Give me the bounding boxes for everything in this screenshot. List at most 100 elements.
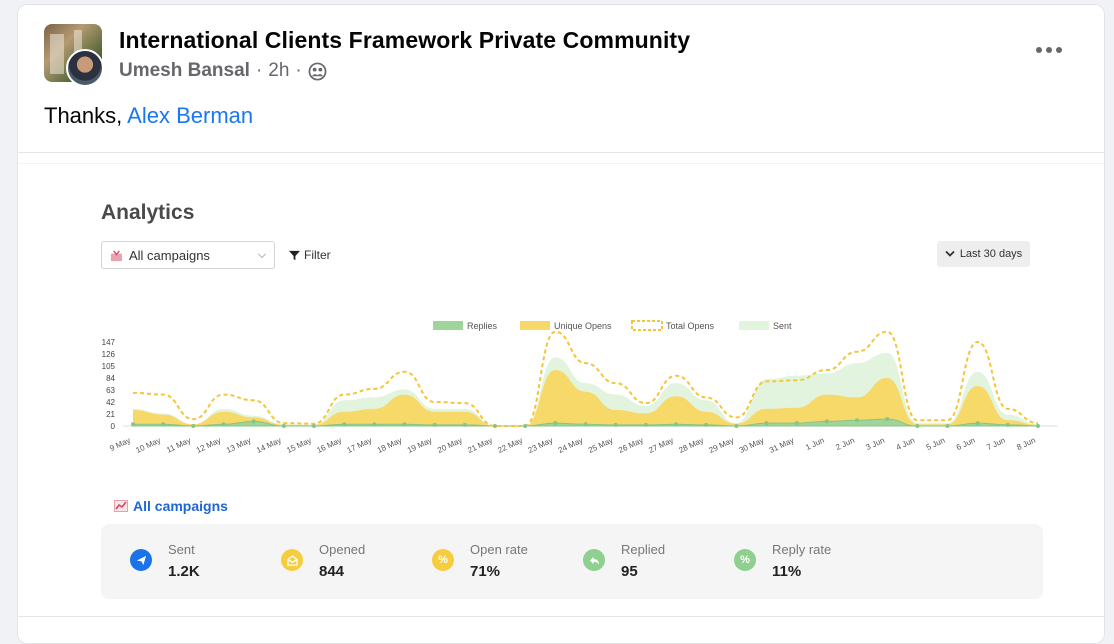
x-tick-label: 3 Jun xyxy=(864,436,886,452)
stat-label: Replied xyxy=(621,542,666,557)
dot-icon xyxy=(1056,47,1062,53)
mention-link[interactable]: Alex Berman xyxy=(127,103,254,128)
campaign-dropdown[interactable]: All campaigns xyxy=(101,241,275,269)
stat-label: Opened xyxy=(319,542,366,557)
legend-label: Sent xyxy=(773,321,792,331)
x-tick-label: 23 May xyxy=(527,436,555,455)
data-point xyxy=(1036,424,1040,428)
data-point xyxy=(462,422,467,427)
date-range-label: Last 30 days xyxy=(959,248,1023,260)
data-point xyxy=(855,418,859,423)
y-tick-label: 126 xyxy=(102,350,116,359)
stat-open-rate: % Open rate 71% xyxy=(432,542,528,580)
y-tick-label: 63 xyxy=(106,386,115,395)
data-point xyxy=(432,422,437,427)
legend-swatch xyxy=(520,321,550,330)
filter-button[interactable]: Filter xyxy=(289,248,331,262)
x-tick-label: 18 May xyxy=(376,436,404,455)
date-range-button[interactable]: Last 30 days xyxy=(937,241,1030,267)
stat-value: 844 xyxy=(319,563,345,580)
chart-trend-icon xyxy=(114,500,128,512)
more-options-button[interactable] xyxy=(1036,43,1066,57)
data-point xyxy=(402,422,407,427)
dot-icon xyxy=(1046,47,1052,53)
legend-swatch xyxy=(739,321,769,330)
dot-icon xyxy=(1036,47,1042,53)
data-point xyxy=(251,419,256,424)
x-tick-label: 14 May xyxy=(255,436,283,455)
group-photo-detail xyxy=(50,34,64,74)
stat-label: Sent xyxy=(168,542,195,557)
data-point xyxy=(975,421,980,426)
data-point xyxy=(493,424,497,428)
legend-label: Unique Opens xyxy=(554,321,612,331)
data-point xyxy=(824,419,829,424)
x-tick-label: 26 May xyxy=(617,436,645,455)
x-tick-label: 1 Jun xyxy=(804,436,826,452)
data-point xyxy=(734,424,739,428)
x-tick-label: 15 May xyxy=(285,436,313,455)
x-tick-label: 6 Jun xyxy=(955,436,977,452)
data-point xyxy=(312,424,316,428)
paper-plane-icon xyxy=(130,549,152,571)
legend-swatch xyxy=(433,321,463,330)
data-point xyxy=(643,422,648,427)
stat-label: Reply rate xyxy=(772,542,832,557)
x-tick-label: 4 Jun xyxy=(895,436,917,452)
y-tick-label: 21 xyxy=(106,410,115,419)
data-point xyxy=(221,422,226,427)
x-tick-label: 8 Jun xyxy=(1015,436,1037,452)
analytics-title: Analytics xyxy=(101,201,195,224)
post-time[interactable]: 2h xyxy=(268,60,290,81)
x-tick-label: 13 May xyxy=(225,436,253,455)
data-point xyxy=(342,422,347,427)
data-point xyxy=(704,422,709,427)
all-campaigns-link[interactable]: All campaigns xyxy=(114,498,228,514)
post-card: International Clients Framework Private … xyxy=(17,4,1105,644)
x-tick-label: 10 May xyxy=(134,436,162,455)
analytics-chart: Replies Unique Opens Total Opens Sent 0 21 42 6… xyxy=(102,320,1058,455)
x-tick-label: 17 May xyxy=(346,436,374,455)
x-tick-label: 16 May xyxy=(315,436,343,455)
y-tick-label: 147 xyxy=(102,338,116,347)
x-tick-label: 7 Jun xyxy=(985,436,1007,452)
all-campaigns-label: All campaigns xyxy=(133,498,228,514)
percent-icon: % xyxy=(432,549,454,571)
data-point xyxy=(131,422,135,427)
legend-label: Total Opens xyxy=(666,321,715,331)
y-tick-label: 84 xyxy=(106,374,115,383)
data-point xyxy=(794,421,799,426)
divider xyxy=(18,152,1104,153)
stat-replied: Replied 95 xyxy=(583,542,665,580)
author-avatar[interactable] xyxy=(66,49,104,87)
group-title[interactable]: International Clients Framework Private … xyxy=(119,27,691,53)
x-tick-label: 30 May xyxy=(738,436,766,455)
y-tick-label: 0 xyxy=(111,422,116,431)
x-tick-label: 19 May xyxy=(406,436,434,455)
stat-label: Open rate xyxy=(470,542,528,557)
filter-label: Filter xyxy=(304,248,331,262)
x-tick-label: 27 May xyxy=(647,436,675,455)
y-tick-label: 105 xyxy=(102,362,116,371)
author-name[interactable]: Umesh Bansal xyxy=(119,60,250,81)
reply-icon xyxy=(583,549,605,571)
data-point xyxy=(674,422,678,427)
x-tick-label: 11 May xyxy=(165,436,192,455)
stat-value: 11% xyxy=(772,563,802,580)
data-point xyxy=(161,422,166,427)
attached-screenshot[interactable]: Analytics All campaigns Filter Last 30 d… xyxy=(18,163,1104,623)
stat-opened: Opened 844 xyxy=(281,542,365,580)
x-tick-label: 9 May xyxy=(108,436,132,453)
group-privacy-icon[interactable] xyxy=(308,62,327,81)
data-point xyxy=(553,421,558,426)
legend-swatch xyxy=(631,320,663,331)
data-point xyxy=(191,424,196,428)
x-tick-label: 24 May xyxy=(557,436,585,455)
stat-value: 95 xyxy=(621,563,638,580)
divider xyxy=(18,616,1104,617)
x-tick-label: 12 May xyxy=(195,436,223,455)
data-point xyxy=(613,422,618,427)
series-area-unique-opens xyxy=(133,370,1038,426)
x-tick-label: 5 Jun xyxy=(925,436,947,452)
series-line-total-opens xyxy=(132,330,1039,427)
